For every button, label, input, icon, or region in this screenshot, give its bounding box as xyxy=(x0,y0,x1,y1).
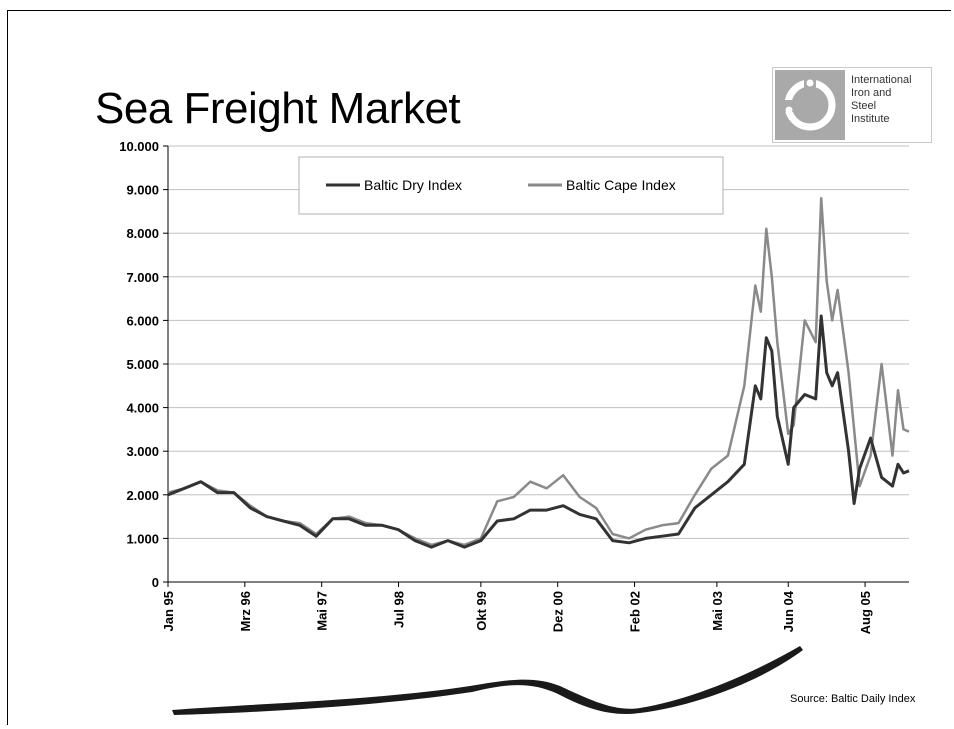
x-axis: Jan 95 Mrz 96 Mai 97 Jul 98 Okt 99 Dez 00 Feb … xyxy=(161,581,909,634)
x-tick-label: Jan 95 xyxy=(161,591,176,631)
source-note: Source: Baltic Daily Index xyxy=(790,693,916,705)
swoosh-brush-icon xyxy=(172,646,803,715)
x-tick-label: Mrz 96 xyxy=(238,591,253,631)
y-tick-label: 4.000 xyxy=(126,401,159,416)
y-tick-label: 5.000 xyxy=(126,357,159,372)
y-tick-label: 8.000 xyxy=(126,226,159,241)
x-tick-label: Okt 99 xyxy=(474,591,489,631)
x-tick-label: Jun 04 xyxy=(781,590,796,632)
y-axis: 0 1.000 2.000 3.000 4.000 5.000 6.000 7.000 8.00… xyxy=(119,139,169,590)
series-group xyxy=(167,197,910,549)
slide-frame-left xyxy=(7,10,8,725)
x-tick-label: Aug 05 xyxy=(858,591,873,634)
x-tick-label: Jul 98 xyxy=(392,591,407,628)
logo-line: Institute xyxy=(851,113,890,125)
logo-line: International xyxy=(851,74,912,86)
x-tick-label: Dez 00 xyxy=(551,591,566,632)
y-tick-label: 7.000 xyxy=(126,270,159,285)
legend-label-cape: Baltic Cape Index xyxy=(566,177,676,193)
series-line-cape-index xyxy=(167,197,910,547)
y-tick-label: 6.000 xyxy=(126,313,159,328)
x-tick-label: Mai 03 xyxy=(710,591,725,631)
y-tick-label: 0 xyxy=(152,575,159,590)
slide-frame-top xyxy=(7,10,951,11)
y-tick-label: 10.000 xyxy=(119,139,159,154)
legend-label-dry: Baltic Dry Index xyxy=(364,177,462,193)
iisi-emblem-icon xyxy=(775,70,845,140)
y-tick-label: 3.000 xyxy=(126,444,159,459)
y-tick-label: 9.000 xyxy=(126,183,159,198)
y-tick-label: 2.000 xyxy=(126,488,159,503)
x-tick-label: Feb 02 xyxy=(628,591,643,632)
legend: Baltic Dry Index Baltic Cape Index xyxy=(298,156,724,215)
legend-box xyxy=(298,156,724,215)
series-line-dry-index xyxy=(167,314,910,549)
logo-line: Steel xyxy=(851,100,877,112)
y-tick-label: 1.000 xyxy=(126,531,159,546)
logo-line: Iron and xyxy=(851,87,892,99)
x-tick-label: Mai 97 xyxy=(315,591,330,631)
iisi-logo: International Iron and Steel Institute xyxy=(772,67,932,143)
slide-title: Sea Freight Market xyxy=(95,84,461,133)
iisi-logo-text: International Iron and Steel Institute xyxy=(851,74,912,126)
